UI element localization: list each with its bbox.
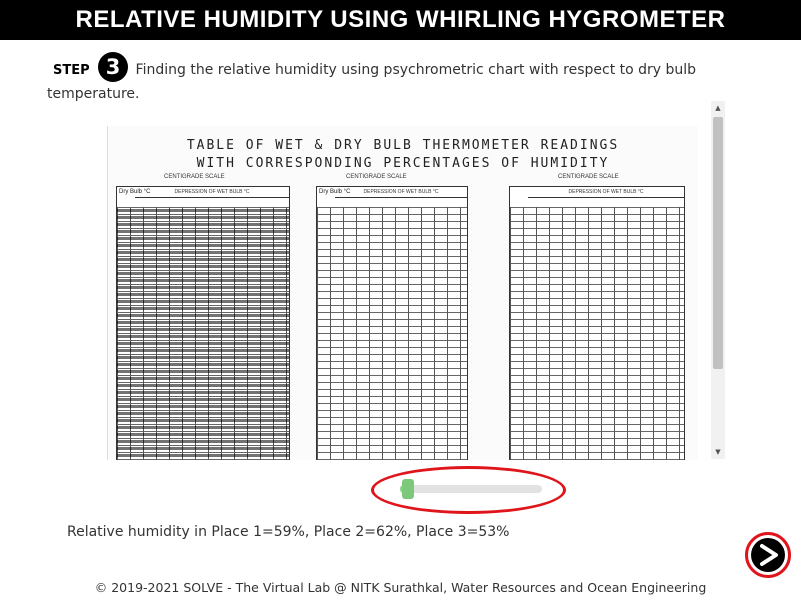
table-title-line1: TABLE OF WET & DRY BULB THERMOMETER READ… <box>186 138 620 153</box>
scrollbar-thumb[interactable] <box>713 117 723 369</box>
humidity-table-image: TABLE OF WET & DRY BULB THERMOMETER READ… <box>107 126 698 460</box>
table-block-left: DEPRESSION OF WET BULB °C Dry Bulb °C <box>116 186 290 460</box>
next-button[interactable] <box>745 532 791 578</box>
page-title: RELATIVE HUMIDITY USING WHIRLING HYGROME… <box>0 0 801 40</box>
table-block-header: DEPRESSION OF WET BULB °C <box>135 187 289 198</box>
table-block-middle: DEPRESSION OF WET BULB °C Dry Bulb °C <box>316 186 468 460</box>
step-label: STEP <box>53 63 90 78</box>
footer-copyright: © 2019-2021 SOLVE - The Virtual Lab @ NI… <box>94 580 707 595</box>
result-text: Relative humidity in Place 1=59%, Place … <box>67 524 510 540</box>
scale-label-left: CENTIGRADE SCALE <box>164 174 225 180</box>
table-block-header: DEPRESSION OF WET BULB °C <box>335 187 467 198</box>
scale-label-middle: CENTIGRADE SCALE <box>346 174 407 180</box>
step-number-badge: 3 <box>98 52 129 82</box>
table-grid <box>510 207 684 460</box>
chart-scrollbar[interactable]: ▲ ▼ <box>711 101 725 459</box>
step-instruction: STEP 3 Finding the relative humidity usi… <box>47 52 747 104</box>
step-text: Finding the relative humidity using psyc… <box>47 62 697 102</box>
zoom-slider-thumb[interactable] <box>402 479 415 499</box>
scroll-up-icon[interactable]: ▲ <box>715 104 721 112</box>
zoom-slider-track[interactable] <box>400 485 542 493</box>
row-header-label: Dry Bulb °C <box>119 189 151 195</box>
table-block-header: DEPRESSION OF WET BULB °C <box>528 187 684 198</box>
table-grid <box>317 207 467 460</box>
scroll-down-icon[interactable]: ▼ <box>715 448 721 456</box>
next-arrow-icon <box>760 544 778 566</box>
next-button-circle <box>751 538 785 572</box>
zoom-slider-highlight <box>371 466 566 514</box>
table-block-right: DEPRESSION OF WET BULB °C <box>509 186 685 460</box>
chart-image-viewport[interactable]: TABLE OF WET & DRY BULB THERMOMETER READ… <box>107 98 727 460</box>
row-header-label: Dry Bulb °C <box>319 189 351 195</box>
table-numbers <box>117 209 289 460</box>
scale-label-right: CENTIGRADE SCALE <box>558 174 619 180</box>
table-title-line2: WITH CORRESPONDING PERCENTAGES OF HUMIDI… <box>196 156 610 171</box>
